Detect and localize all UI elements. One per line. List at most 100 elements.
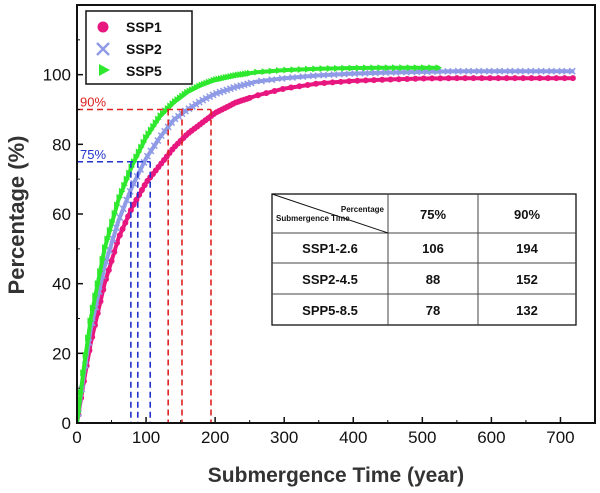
data-point-ssp5 [118, 187, 126, 195]
y-tick-label: 40 [52, 275, 71, 294]
data-point-ssp5 [130, 158, 138, 166]
data-point-ssp2 [506, 67, 514, 75]
reference-75pct: 75% [77, 147, 152, 423]
data-point-ssp2 [147, 147, 155, 155]
data-point-ssp5 [268, 67, 276, 75]
data-point-ssp1 [111, 248, 118, 255]
data-point-ssp5 [355, 64, 363, 72]
data-point-ssp2 [247, 79, 255, 87]
data-point-ssp2 [299, 73, 307, 81]
data-point-ssp5 [326, 65, 334, 73]
data-point-ssp2 [150, 142, 158, 150]
data-point-ssp1 [528, 75, 535, 82]
data-point-ssp1 [478, 75, 485, 82]
data-point-ssp2 [330, 71, 338, 79]
legend-marker-ssp1 [97, 21, 109, 33]
data-point-ssp5 [126, 169, 133, 177]
table-cell: 194 [516, 241, 538, 256]
data-point-ssp2 [465, 67, 473, 75]
data-point-ssp5 [319, 65, 327, 73]
data-point-ssp5 [82, 351, 90, 359]
data-point-ssp2 [257, 77, 265, 85]
data-point-ssp1 [536, 75, 543, 82]
axes: 0 100 200 300 400 500 600 700 0 20 40 60 80 100 [43, 39, 575, 447]
data-point-ssp5 [97, 267, 104, 275]
data-point-ssp1 [125, 213, 132, 220]
reference-lines: 75% 90% [77, 95, 212, 423]
data-point-ssp5 [89, 304, 97, 312]
data-point-ssp2 [143, 152, 151, 160]
data-point-ssp5 [121, 181, 128, 189]
data-point-ssp5 [123, 175, 131, 183]
legend-label-ssp1: SSP1 [126, 19, 162, 35]
data-point-ssp2 [154, 136, 162, 145]
data-point-ssp1 [362, 77, 369, 84]
data-point-ssp5 [87, 317, 94, 325]
data-point-ssp5 [247, 69, 254, 77]
series-layer [77, 64, 576, 423]
data-point-ssp2 [558, 67, 566, 75]
legend-item-ssp5: SSP5 [99, 63, 162, 79]
data-point-ssp1 [346, 78, 353, 85]
data-point-ssp1 [329, 79, 336, 86]
data-point-ssp5 [147, 126, 155, 134]
data-point-ssp5 [297, 65, 305, 73]
data-point-ssp5 [106, 227, 114, 235]
data-point-ssp1 [370, 77, 377, 84]
data-point-ssp5 [348, 64, 356, 72]
data-point-ssp2 [496, 67, 504, 75]
data-point-ssp1 [119, 225, 126, 232]
data-point-ssp2 [444, 67, 452, 75]
data-point-ssp1 [462, 75, 469, 82]
data-point-ssp1 [354, 77, 361, 84]
data-point-ssp1 [127, 207, 134, 214]
data-point-ssp5 [421, 64, 428, 72]
data-point-ssp2 [202, 94, 210, 102]
data-point-ssp5 [85, 334, 92, 342]
data-point-ssp5 [143, 133, 150, 141]
data-point-ssp2 [206, 93, 214, 101]
data-point-ssp2 [320, 71, 328, 79]
data-point-ssp2 [547, 67, 556, 75]
series-ssp1 [77, 75, 576, 423]
data-point-ssp1 [263, 90, 270, 97]
data-point-ssp5 [92, 292, 99, 300]
data-point-ssp2 [309, 72, 317, 80]
table-row-label: SSP2-4.5 [302, 272, 358, 287]
reference-label-90pct: 90% [80, 95, 106, 110]
legend-marker-ssp5 [99, 64, 110, 76]
data-point-ssp2 [268, 76, 276, 84]
y-tick-label: 0 [62, 414, 71, 433]
data-point-ssp1 [429, 75, 436, 82]
data-point-ssp1 [445, 75, 452, 82]
y-axis-title: Percentage (%) [4, 136, 29, 295]
data-point-ssp5 [152, 119, 160, 127]
data-point-ssp2 [112, 224, 120, 232]
data-point-ssp1 [453, 75, 460, 82]
table-cell: 106 [422, 241, 444, 256]
data-point-ssp5 [261, 68, 269, 76]
data-point-ssp5 [111, 209, 119, 217]
data-point-ssp5 [384, 64, 392, 72]
data-point-ssp2 [123, 196, 131, 204]
legend-label-ssp2: SSP2 [126, 41, 162, 57]
x-axis-title: Submergence Time (year) [208, 464, 464, 487]
data-point-ssp1 [246, 94, 253, 101]
legend-label-ssp5: SSP5 [126, 63, 162, 79]
data-point-ssp2 [188, 102, 196, 110]
data-point-ssp2 [192, 100, 200, 108]
data-point-ssp2 [568, 67, 576, 75]
data-point-ssp1 [470, 75, 477, 82]
data-point-ssp1 [122, 219, 129, 226]
data-point-ssp5 [276, 67, 283, 75]
x-tick-label: 300 [270, 428, 298, 447]
data-point-ssp5 [94, 280, 102, 288]
data-point-ssp1 [412, 75, 419, 82]
data-point-ssp1 [569, 75, 576, 82]
y-tick-label: 80 [52, 135, 71, 154]
data-point-ssp1 [321, 79, 328, 86]
legend: SSP1 SSP2 SSP5 [85, 10, 193, 85]
y-tick-label: 100 [43, 66, 71, 85]
data-point-ssp1 [288, 84, 295, 91]
data-point-ssp5 [109, 218, 116, 226]
